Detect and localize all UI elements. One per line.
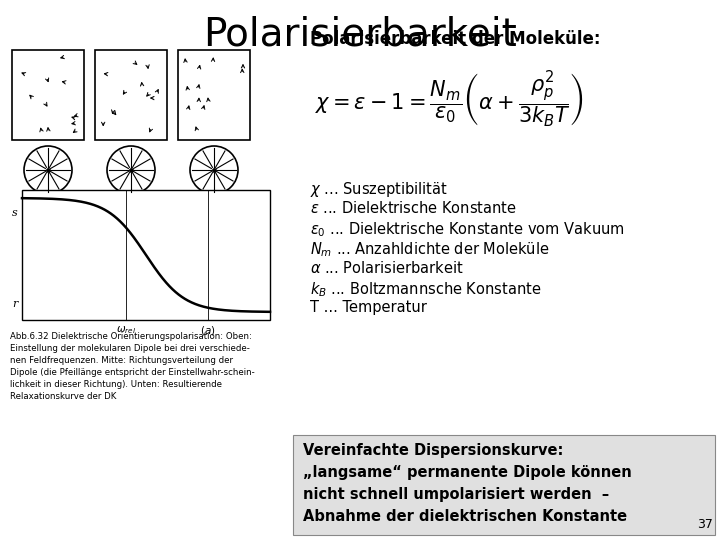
Bar (12, 50, 84, 140)
Text: nen Feldfrequenzen. Mitte: Richtungsverteilung der: nen Feldfrequenzen. Mitte: Richtungsvert… (10, 356, 233, 365)
Text: s: s (12, 208, 18, 218)
Circle shape (107, 146, 155, 194)
Text: $\omega_{rel}$: $\omega_{rel}$ (116, 324, 136, 336)
Text: r: r (13, 299, 18, 309)
Bar (95, 50, 167, 140)
Bar (178, 50, 250, 140)
Text: Abnahme der dielektrischen Konstante: Abnahme der dielektrischen Konstante (303, 509, 627, 524)
Text: $\chi = \varepsilon - 1 = \dfrac{N_m}{\varepsilon_0} \left( \alpha + \dfrac{\rho: $\chi = \varepsilon - 1 = \dfrac{N_m}{\v… (315, 70, 584, 130)
Text: Abb.6.32 Dielektrische Orientierungspolarisation: Oben:: Abb.6.32 Dielektrische Orientierungspola… (10, 332, 252, 341)
Circle shape (190, 146, 238, 194)
Text: Relaxationskurve der DK: Relaxationskurve der DK (10, 392, 117, 401)
Text: Polarisierbarkeit: Polarisierbarkeit (203, 15, 517, 53)
Text: „langsame“ permanente Dipole können: „langsame“ permanente Dipole können (303, 465, 631, 480)
Text: $\chi$ ... Suszeptibilität: $\chi$ ... Suszeptibilität (310, 180, 448, 199)
Text: $\alpha$ ... Polarisierbarkeit: $\alpha$ ... Polarisierbarkeit (310, 260, 464, 276)
Circle shape (24, 146, 72, 194)
Text: Dipole (die Pfeillänge entspricht der Einstellwahr-schein-: Dipole (die Pfeillänge entspricht der Ei… (10, 368, 255, 377)
Bar (293, 435, 715, 535)
Text: lichkeit in dieser Richtung). Unten: Resultierende: lichkeit in dieser Richtung). Unten: Res… (10, 380, 222, 389)
Text: $\varepsilon_0$ ... Dielektrische Konstante vom Vakuum: $\varepsilon_0$ ... Dielektrische Konsta… (310, 220, 625, 239)
Text: Vereinfachte Dispersionskurve:: Vereinfachte Dispersionskurve: (303, 443, 563, 458)
Text: $k_B$ ... Boltzmannsche Konstante: $k_B$ ... Boltzmannsche Konstante (310, 280, 541, 299)
Text: 37: 37 (697, 518, 713, 531)
Text: Einstellung der molekularen Dipole bei drei verschiede-: Einstellung der molekularen Dipole bei d… (10, 344, 250, 353)
Text: $N_m$ ... Anzahldichte der Moleküle: $N_m$ ... Anzahldichte der Moleküle (310, 240, 549, 259)
Bar (22, 190, 270, 320)
Text: nicht schnell umpolarisiert werden  –: nicht schnell umpolarisiert werden – (303, 487, 609, 502)
Text: T ... Temperatur: T ... Temperatur (310, 300, 427, 315)
Text: Polarisierbarkeit der Moleküle:: Polarisierbarkeit der Moleküle: (310, 30, 600, 48)
Text: $(a)$: $(a)$ (200, 324, 216, 337)
Text: $\varepsilon$ ... Dielektrische Konstante: $\varepsilon$ ... Dielektrische Konstant… (310, 200, 517, 216)
